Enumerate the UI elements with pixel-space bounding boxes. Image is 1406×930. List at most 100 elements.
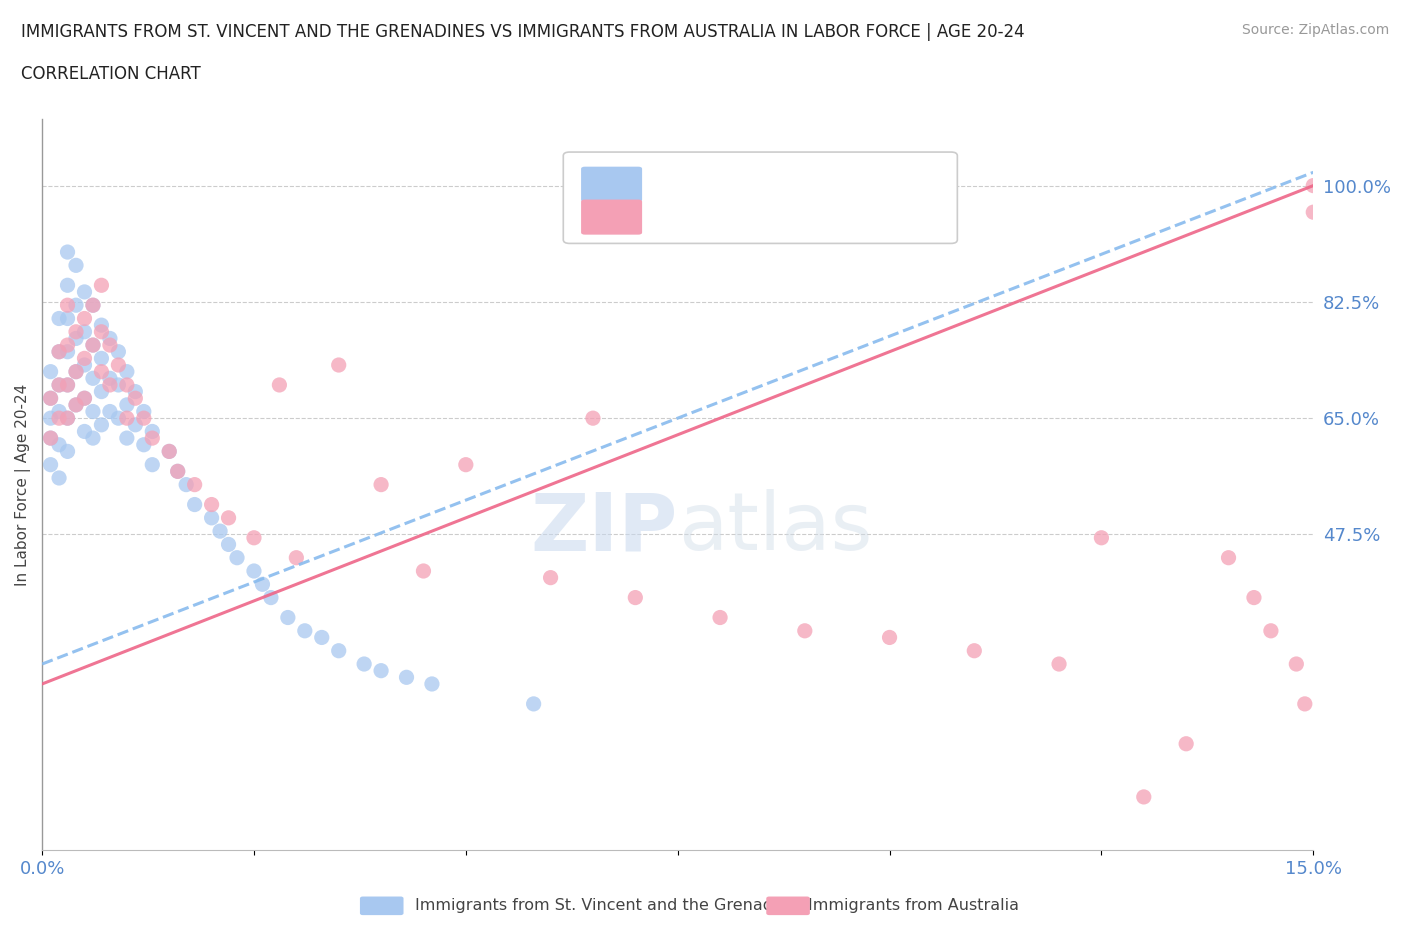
Point [56,444,79,458]
Point [132,437,155,452]
Point [1218,551,1240,565]
Point [82,431,104,445]
Point [48,311,70,325]
Point [48,378,70,392]
Point [157,444,180,458]
Text: ZIP: ZIP [530,489,678,567]
Point [48,437,70,452]
Point [166,464,188,479]
Point [56,411,79,426]
Point [523,697,546,711]
Point [48,378,70,392]
Text: Immigrants from St. Vincent and the Grenadines: Immigrants from St. Vincent and the Gren… [415,898,806,913]
Point [82,298,104,312]
Point [90,384,112,399]
Point [98,331,121,346]
Point [56,311,79,325]
Point [963,644,986,658]
Point [285,551,308,565]
Point [420,676,443,691]
Point [328,357,350,372]
Point [132,411,155,426]
Point [793,623,815,638]
FancyBboxPatch shape [581,200,643,234]
Point [56,378,79,392]
Point [82,405,104,419]
Point [65,365,87,379]
Point [65,331,87,346]
Point [65,397,87,412]
Point [226,551,249,565]
FancyBboxPatch shape [581,166,643,202]
Point [879,630,901,644]
Point [107,357,129,372]
Point [260,591,283,605]
Point [65,258,87,272]
Point [65,397,87,412]
Point [98,338,121,352]
Point [166,464,188,479]
Point [82,371,104,386]
Point [124,418,146,432]
Point [200,498,222,512]
Point [56,411,79,426]
Point [1260,623,1282,638]
Y-axis label: In Labor Force | Age 20-24: In Labor Force | Age 20-24 [15,383,31,586]
Point [82,338,104,352]
Point [98,405,121,419]
Point [48,344,70,359]
Text: CORRELATION CHART: CORRELATION CHART [21,65,201,83]
Point [90,418,112,432]
Point [269,378,291,392]
Point [115,378,138,392]
Point [243,564,266,578]
Point [141,458,163,472]
Point [56,344,79,359]
Point [328,644,350,658]
Point [582,411,605,426]
Point [395,670,418,684]
Point [183,477,205,492]
Point [56,298,79,312]
Point [56,278,79,293]
Point [1294,697,1316,711]
Point [73,391,96,405]
Point [115,431,138,445]
Point [90,365,112,379]
Point [56,338,79,352]
Point [39,431,62,445]
Point [65,365,87,379]
Point [73,357,96,372]
Point [90,351,112,365]
Point [370,663,392,678]
Point [98,378,121,392]
Point [370,477,392,492]
Point [90,325,112,339]
Point [107,344,129,359]
Point [73,285,96,299]
Point [124,384,146,399]
Point [73,311,96,325]
Point [218,537,240,551]
Point [157,444,180,458]
Point [252,577,274,591]
Point [39,365,62,379]
Point [56,378,79,392]
Point [82,298,104,312]
Point [353,657,375,671]
Point [48,344,70,359]
Point [65,325,87,339]
Point [183,498,205,512]
Point [115,365,138,379]
Point [39,391,62,405]
Text: R = 0.257   N = 58: R = 0.257 N = 58 [652,207,845,227]
Point [73,325,96,339]
Point [73,351,96,365]
Point [412,564,434,578]
Point [82,338,104,352]
Point [48,405,70,419]
Point [1133,790,1156,804]
Point [141,431,163,445]
Point [209,524,232,538]
Point [73,391,96,405]
